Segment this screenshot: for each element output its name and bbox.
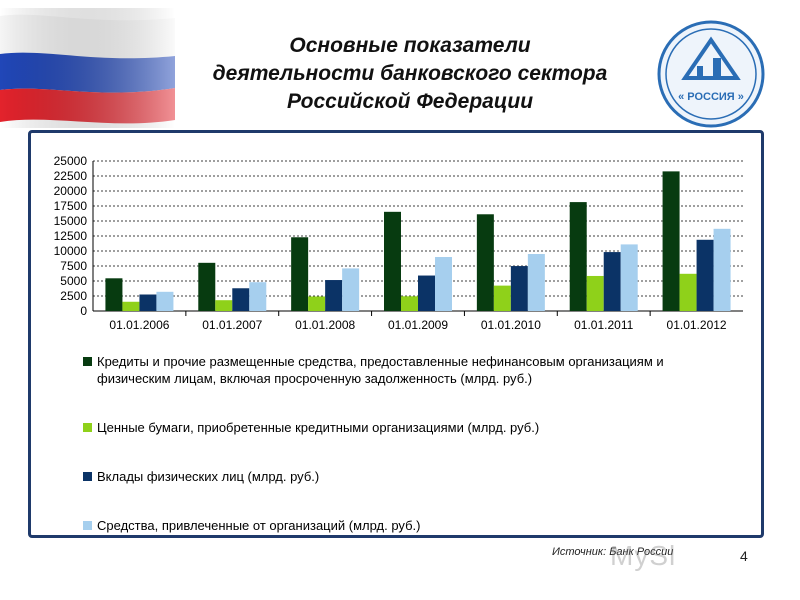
bar bbox=[156, 291, 174, 311]
bank-of-russia-logo-icon: « РОССИЯ » bbox=[657, 20, 765, 128]
y-tick-label: 7500 bbox=[60, 259, 87, 273]
bar bbox=[435, 257, 452, 311]
logo-text: « РОССИЯ » bbox=[678, 91, 744, 103]
bar bbox=[527, 254, 545, 311]
bar bbox=[308, 296, 326, 311]
bar bbox=[122, 301, 140, 311]
chart: 0250050007500100001250015000175002000022… bbox=[54, 154, 743, 533]
bar bbox=[713, 228, 731, 311]
bar bbox=[249, 282, 267, 311]
bar bbox=[105, 278, 123, 311]
bar bbox=[215, 300, 233, 311]
bar bbox=[569, 202, 587, 311]
bar bbox=[384, 211, 401, 311]
bar bbox=[232, 288, 250, 311]
bar bbox=[342, 268, 360, 311]
bar bbox=[662, 171, 680, 311]
bar bbox=[586, 275, 604, 311]
bar bbox=[696, 239, 714, 311]
page-title: Основные показатели деятельности банковс… bbox=[170, 32, 650, 116]
y-tick-label: 22500 bbox=[54, 169, 88, 183]
x-tick-label: 01.01.2009 bbox=[388, 318, 448, 332]
title-line-2: деятельности банковского сектора bbox=[212, 62, 608, 85]
y-tick-label: 25000 bbox=[54, 154, 88, 168]
bar bbox=[418, 275, 435, 311]
bars-layer bbox=[105, 171, 731, 311]
y-tick-label: 20000 bbox=[54, 184, 88, 198]
chart-frame: 0 2500 5000 7500 10000 12500 15000 17500 20000 22… bbox=[28, 130, 764, 538]
bar bbox=[510, 266, 528, 311]
legend-label: Ценные бумаги, приобретенные кредитными … bbox=[97, 420, 539, 435]
legend-label: Средства, привлеченные от организаций (м… bbox=[97, 518, 420, 533]
y-tick-label: 15000 bbox=[54, 214, 88, 228]
russian-flag-icon bbox=[0, 8, 175, 128]
legend-swatch bbox=[83, 357, 92, 366]
bar bbox=[603, 252, 621, 311]
legend-swatch bbox=[83, 472, 92, 481]
bar bbox=[139, 294, 157, 311]
title-line-3: Российской Федерации bbox=[286, 90, 534, 113]
y-tick-label: 2500 bbox=[60, 289, 87, 303]
watermark: MySl bbox=[610, 540, 677, 571]
legend: Кредиты и прочие размещенные средства, п… bbox=[83, 354, 664, 533]
x-tick-label: 01.01.2006 bbox=[109, 318, 169, 332]
x-axis: 01.01.2006 01.01.2007 01.01.2008 01.01.2009… bbox=[109, 318, 727, 332]
bar bbox=[620, 244, 638, 311]
x-tick-label: 01.01.2012 bbox=[667, 318, 727, 332]
bar bbox=[291, 237, 309, 311]
x-tick-label: 01.01.2007 bbox=[202, 318, 262, 332]
y-tick-label: 5000 bbox=[60, 274, 87, 288]
legend-label: физическим лицам, включая просроченную з… bbox=[97, 371, 532, 386]
source-note: Источник: Банк России bbox=[552, 546, 674, 558]
bar bbox=[401, 296, 418, 311]
x-tick-label: 01.01.2010 bbox=[481, 318, 541, 332]
x-tick-label: 01.01.2011 bbox=[574, 318, 633, 332]
bar bbox=[679, 273, 697, 311]
legend-label: Кредиты и прочие размещенные средства, п… bbox=[97, 354, 664, 369]
y-tick-label: 12500 bbox=[54, 229, 88, 243]
bar bbox=[476, 214, 494, 311]
legend-label: Вклады физических лиц (млрд. руб.) bbox=[97, 469, 319, 484]
title-line-1: Основные показатели bbox=[289, 34, 531, 57]
legend-swatch bbox=[83, 423, 92, 432]
bar bbox=[493, 285, 511, 311]
y-tick-label: 10000 bbox=[54, 244, 88, 258]
x-tick-label: 01.01.2008 bbox=[295, 318, 355, 332]
y-tick-label: 0 bbox=[80, 304, 87, 318]
bar bbox=[325, 280, 343, 311]
y-tick-label: 17500 bbox=[54, 199, 88, 213]
y-axis: 0250050007500100001250015000175002000022… bbox=[54, 154, 88, 318]
page-number: 4 bbox=[740, 548, 748, 564]
legend-swatch bbox=[83, 521, 92, 530]
bar bbox=[198, 262, 216, 311]
